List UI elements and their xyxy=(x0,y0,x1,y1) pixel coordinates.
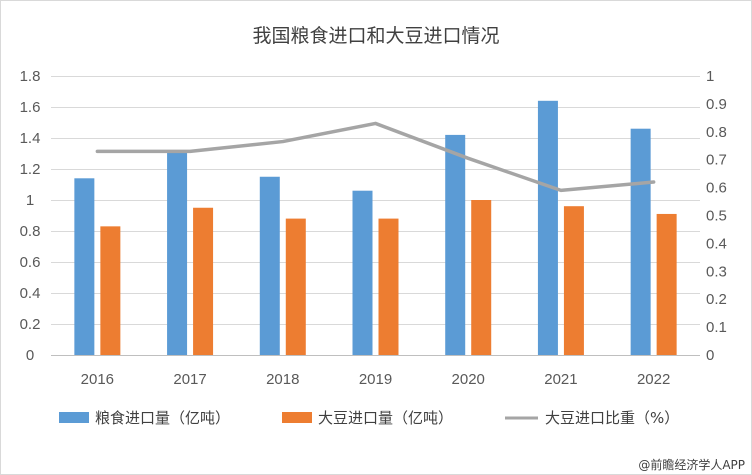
bar-grain-import xyxy=(537,100,558,355)
right-tick-label: 0.9 xyxy=(706,96,727,113)
bar-soybean-import xyxy=(471,200,492,355)
right-tick-label: 0.5 xyxy=(706,208,727,225)
bar-grain-import xyxy=(259,176,280,355)
left-tick-label: 0.4 xyxy=(20,285,41,302)
bar-series xyxy=(74,100,677,355)
right-tick-label: 1 xyxy=(706,68,714,85)
legend-swatch-soybean xyxy=(282,412,312,423)
right-tick-label: 0.6 xyxy=(706,180,727,197)
x-tick-label: 2020 xyxy=(452,371,485,388)
legend: 粮食进口量（亿吨） 大豆进口量（亿吨） 大豆进口比重（%） xyxy=(59,409,679,427)
line-soybean-share xyxy=(95,121,656,193)
bar-grain-import xyxy=(74,178,95,355)
left-tick-label: 0.6 xyxy=(20,254,41,271)
source-credit: @前瞻经济学人APP xyxy=(638,457,745,472)
bar-grain-import xyxy=(630,128,651,355)
bar-soybean-import xyxy=(193,207,214,355)
bar-grain-import xyxy=(445,134,466,355)
x-axis: 2016 2017 2018 2019 2020 2021 2022 xyxy=(81,371,671,388)
right-axis: 0 0.1 0.2 0.3 0.4 0.5 0.6 0.7 0.8 0.9 1 xyxy=(706,68,727,364)
bar-soybean-import xyxy=(285,218,306,355)
bar-grain-import xyxy=(352,190,373,355)
x-tick-label: 2017 xyxy=(173,371,206,388)
left-tick-label: 0.8 xyxy=(20,223,41,240)
x-tick-label: 2022 xyxy=(637,371,670,388)
right-tick-label: 0.8 xyxy=(706,124,727,141)
bar-soybean-import xyxy=(656,213,677,355)
legend-label-grain: 粮食进口量（亿吨） xyxy=(95,409,230,427)
gridlines xyxy=(51,76,700,356)
left-tick-label: 1 xyxy=(26,192,34,209)
bar-soybean-import xyxy=(563,206,584,355)
chart-title: 我国粮食进口和大豆进口情况 xyxy=(252,25,499,47)
left-tick-label: 0 xyxy=(26,347,34,364)
bar-soybean-import xyxy=(378,218,399,355)
left-tick-label: 1.8 xyxy=(20,68,41,85)
legend-label-share: 大豆进口比重（%） xyxy=(545,409,679,427)
left-tick-label: 1.4 xyxy=(20,130,41,147)
left-tick-label: 1.2 xyxy=(20,161,41,178)
right-tick-label: 0 xyxy=(706,347,714,364)
bar-grain-import xyxy=(167,151,188,355)
legend-label-soybean: 大豆进口量（亿吨） xyxy=(318,409,453,427)
legend-swatch-grain xyxy=(59,412,89,423)
right-tick-label: 0.4 xyxy=(706,235,727,252)
x-tick-label: 2016 xyxy=(81,371,114,388)
x-tick-label: 2018 xyxy=(266,371,299,388)
left-tick-label: 1.6 xyxy=(20,99,41,116)
left-tick-label: 0.2 xyxy=(20,316,41,333)
right-tick-label: 0.1 xyxy=(706,319,727,336)
line-series xyxy=(95,121,656,193)
x-tick-label: 2021 xyxy=(544,371,577,388)
x-tick-label: 2019 xyxy=(359,371,392,388)
left-axis: 0 0.2 0.4 0.6 0.8 1 1.2 1.4 1.6 1.8 xyxy=(20,68,41,364)
right-tick-label: 0.3 xyxy=(706,263,727,280)
bar-soybean-import xyxy=(100,226,121,355)
right-tick-label: 0.2 xyxy=(706,291,727,308)
right-tick-label: 0.7 xyxy=(706,152,727,169)
